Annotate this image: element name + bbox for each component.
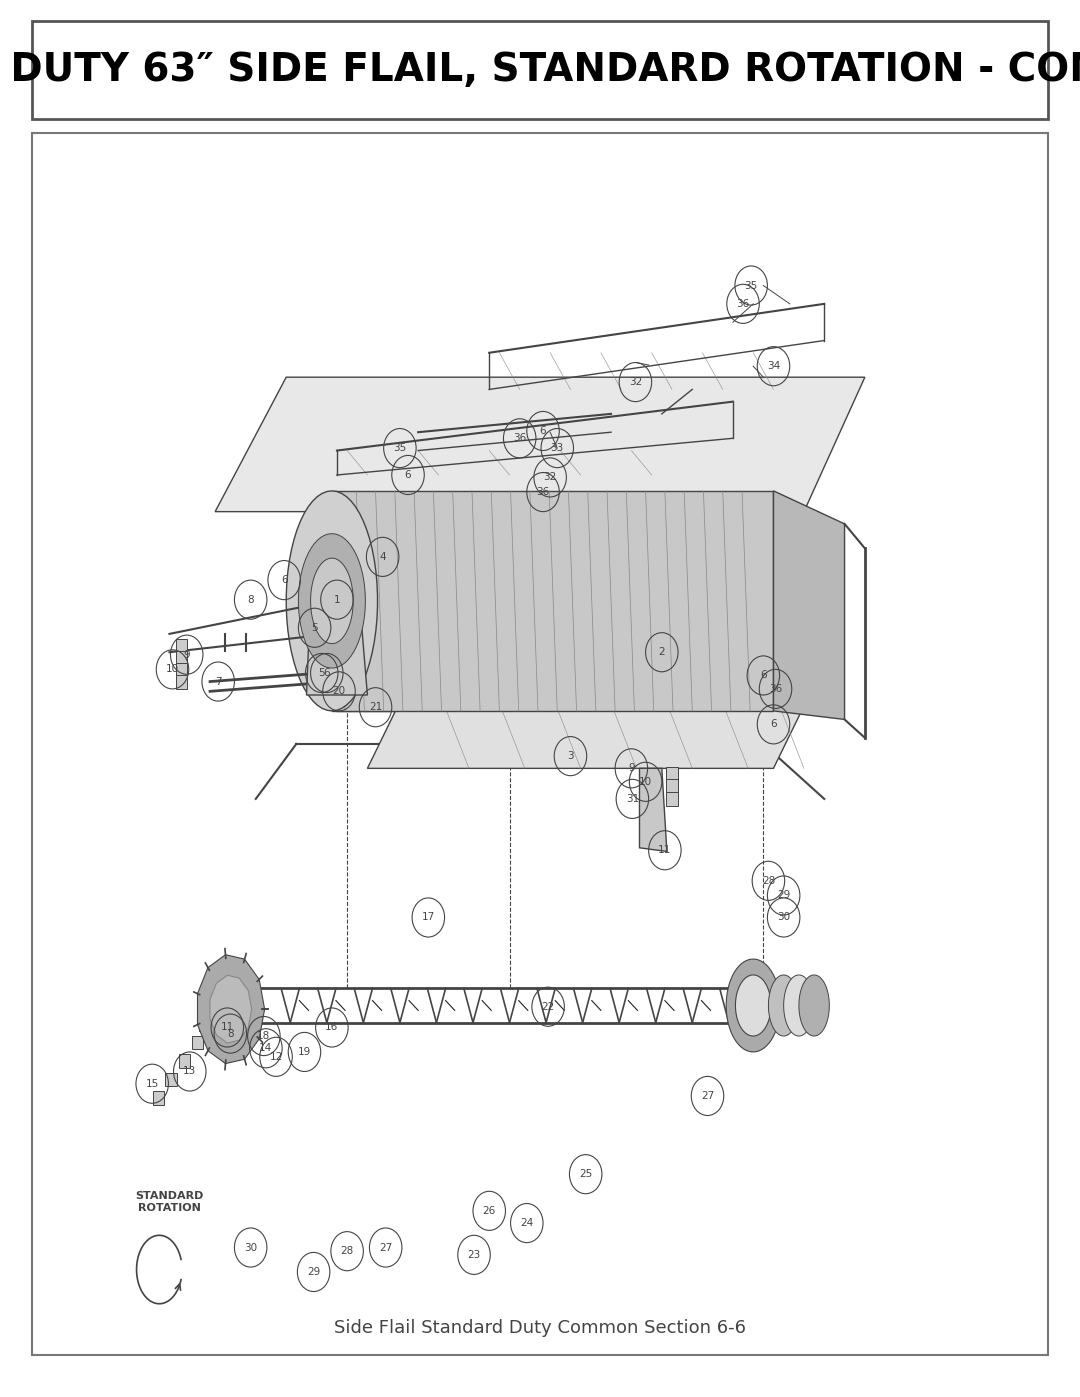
Text: Side Flail Standard Duty Common Section 6-6: Side Flail Standard Duty Common Section … [334, 1319, 746, 1337]
Text: 24: 24 [521, 1218, 534, 1228]
Text: 13: 13 [184, 1066, 197, 1077]
Polygon shape [210, 975, 252, 1044]
Text: 18: 18 [257, 1031, 270, 1041]
Text: 6: 6 [540, 426, 546, 436]
Polygon shape [286, 490, 378, 711]
FancyBboxPatch shape [32, 133, 1048, 1355]
Polygon shape [311, 559, 353, 644]
Text: 10: 10 [639, 777, 652, 787]
FancyBboxPatch shape [199, 1017, 210, 1031]
Text: 7: 7 [215, 676, 221, 686]
Text: 28: 28 [340, 1246, 354, 1256]
Text: 2: 2 [659, 647, 665, 657]
FancyBboxPatch shape [176, 664, 187, 676]
Text: 6: 6 [760, 671, 767, 680]
Text: 27: 27 [379, 1242, 392, 1253]
Polygon shape [307, 573, 367, 694]
Text: 32: 32 [629, 377, 642, 387]
Text: 31: 31 [625, 793, 639, 803]
Text: 1: 1 [334, 595, 340, 605]
Polygon shape [784, 975, 814, 1037]
Text: 6: 6 [324, 668, 330, 678]
Text: 29: 29 [307, 1267, 321, 1277]
Text: 36: 36 [737, 299, 750, 309]
Polygon shape [639, 768, 667, 851]
FancyBboxPatch shape [666, 767, 678, 782]
FancyBboxPatch shape [176, 638, 187, 652]
FancyBboxPatch shape [666, 792, 678, 806]
Text: 17: 17 [421, 912, 435, 922]
FancyBboxPatch shape [176, 675, 187, 689]
Text: 12: 12 [269, 1052, 283, 1062]
Text: 36: 36 [513, 433, 526, 443]
Text: 5: 5 [319, 668, 325, 678]
Text: 35: 35 [393, 443, 406, 453]
FancyBboxPatch shape [176, 651, 187, 665]
Polygon shape [367, 665, 824, 768]
Text: 6: 6 [405, 469, 411, 481]
Text: 6: 6 [281, 576, 287, 585]
Text: 27: 27 [701, 1091, 714, 1101]
Polygon shape [215, 377, 865, 511]
Text: 5: 5 [311, 623, 318, 633]
Text: 28: 28 [761, 876, 775, 886]
FancyBboxPatch shape [192, 1037, 203, 1049]
Text: 20: 20 [333, 686, 346, 696]
Polygon shape [298, 534, 365, 668]
Text: 30: 30 [244, 1242, 257, 1253]
FancyBboxPatch shape [32, 21, 1048, 119]
Text: 10: 10 [166, 665, 179, 675]
Text: 30: 30 [778, 912, 791, 922]
Text: 36: 36 [769, 685, 782, 694]
Text: 11: 11 [220, 1023, 234, 1032]
Text: 3: 3 [567, 752, 573, 761]
Text: 11: 11 [658, 845, 672, 855]
FancyBboxPatch shape [165, 1073, 176, 1087]
Polygon shape [773, 490, 845, 719]
Text: 29: 29 [777, 890, 791, 901]
Polygon shape [769, 975, 799, 1037]
Text: 9: 9 [184, 650, 190, 659]
Text: 9: 9 [629, 763, 635, 774]
Text: 22: 22 [541, 1002, 555, 1011]
Text: 15: 15 [146, 1078, 159, 1088]
FancyBboxPatch shape [210, 999, 220, 1013]
Text: 34: 34 [767, 362, 780, 372]
Polygon shape [735, 975, 771, 1037]
Polygon shape [332, 490, 773, 711]
Polygon shape [198, 954, 265, 1063]
Text: 19: 19 [298, 1046, 311, 1058]
Polygon shape [799, 975, 829, 1037]
Text: 23: 23 [468, 1250, 481, 1260]
Text: 8: 8 [247, 595, 254, 605]
Text: 21: 21 [369, 703, 382, 712]
Text: 36: 36 [537, 488, 550, 497]
Text: STD DUTY 63″ SIDE FLAIL, STANDARD ROTATION - COMBO: STD DUTY 63″ SIDE FLAIL, STANDARD ROTATI… [0, 50, 1080, 89]
Text: 35: 35 [744, 281, 758, 291]
Text: 25: 25 [579, 1169, 592, 1179]
Text: 14: 14 [259, 1044, 272, 1053]
Text: 33: 33 [551, 443, 564, 453]
Text: 8: 8 [227, 1028, 233, 1038]
Text: 6: 6 [770, 719, 777, 729]
FancyBboxPatch shape [153, 1091, 164, 1105]
Text: 4: 4 [379, 552, 386, 562]
FancyBboxPatch shape [178, 1055, 190, 1067]
Polygon shape [726, 960, 780, 1052]
Text: 16: 16 [325, 1023, 338, 1032]
Text: 32: 32 [543, 472, 557, 482]
FancyBboxPatch shape [666, 780, 678, 793]
Text: STANDARD
ROTATION: STANDARD ROTATION [135, 1192, 204, 1213]
Text: 26: 26 [483, 1206, 496, 1215]
